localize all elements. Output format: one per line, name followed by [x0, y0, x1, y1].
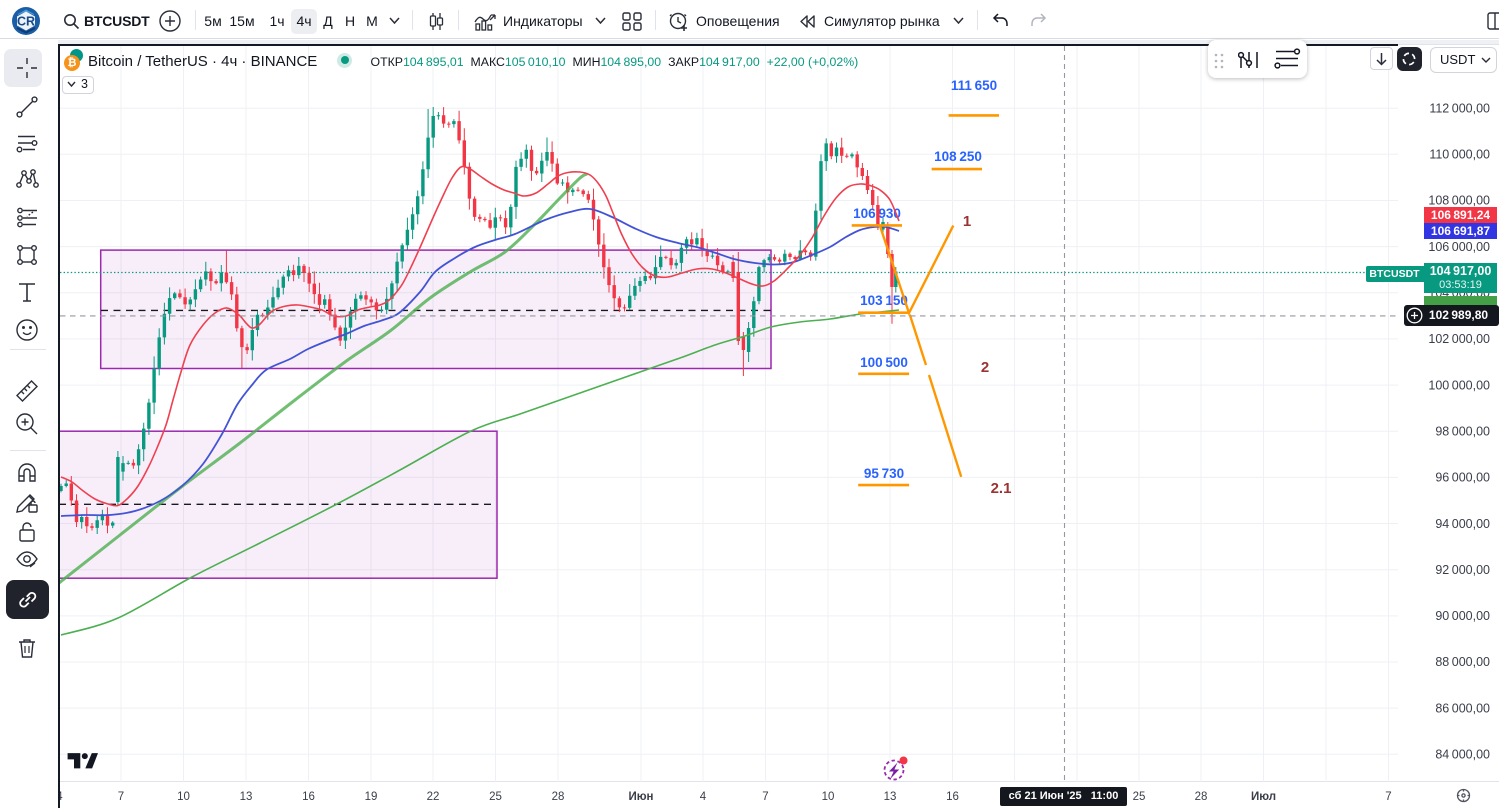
svg-text:112 000,00: 112 000,00 [1429, 101, 1490, 115]
svg-text:25: 25 [1133, 791, 1146, 803]
svg-text:88 000,00: 88 000,00 [1435, 655, 1490, 669]
svg-text:Июн: Июн [628, 791, 653, 803]
svg-text:110 000,00: 110 000,00 [1429, 148, 1490, 162]
svg-text:90 000,00: 90 000,00 [1435, 609, 1490, 623]
svg-text:98 000,00: 98 000,00 [1435, 424, 1490, 438]
svg-text:94 000,00: 94 000,00 [1435, 517, 1490, 531]
svg-text:103 150: 103 150 [860, 293, 908, 308]
svg-text:7: 7 [118, 791, 124, 803]
svg-text:22: 22 [427, 791, 440, 803]
svg-text:Июл: Июл [1251, 791, 1276, 803]
svg-text:2.1: 2.1 [991, 480, 1012, 497]
svg-text:95 730: 95 730 [864, 466, 904, 481]
svg-text:100 500: 100 500 [860, 355, 908, 370]
svg-text:4: 4 [700, 791, 707, 803]
svg-text:28: 28 [552, 791, 565, 803]
svg-text:7: 7 [1385, 791, 1391, 803]
svg-text:10: 10 [177, 791, 190, 803]
svg-text:10: 10 [822, 791, 835, 803]
svg-text:108 000,00: 108 000,00 [1428, 194, 1490, 208]
svg-text:1: 1 [963, 213, 971, 230]
svg-text:CR: CR [17, 15, 35, 29]
svg-text:2: 2 [981, 359, 989, 376]
svg-text:86 000,00: 86 000,00 [1435, 701, 1490, 715]
svg-text:96 000,00: 96 000,00 [1435, 471, 1490, 485]
svg-text:7: 7 [762, 791, 768, 803]
svg-text:13: 13 [240, 791, 253, 803]
svg-text:19: 19 [365, 791, 378, 803]
svg-text:92 000,00: 92 000,00 [1435, 563, 1490, 577]
svg-text:13: 13 [884, 791, 897, 803]
svg-text:28: 28 [1195, 791, 1208, 803]
svg-text:108 250: 108 250 [934, 149, 982, 164]
svg-text:16: 16 [302, 791, 315, 803]
svg-text:106 000,00: 106 000,00 [1428, 240, 1490, 254]
svg-text:102 000,00: 102 000,00 [1428, 332, 1490, 346]
svg-text:25: 25 [489, 791, 502, 803]
svg-text:84 000,00: 84 000,00 [1435, 748, 1490, 762]
svg-text:111 650: 111 650 [951, 78, 997, 93]
svg-text:16: 16 [946, 791, 959, 803]
svg-text:100 000,00: 100 000,00 [1428, 378, 1490, 392]
